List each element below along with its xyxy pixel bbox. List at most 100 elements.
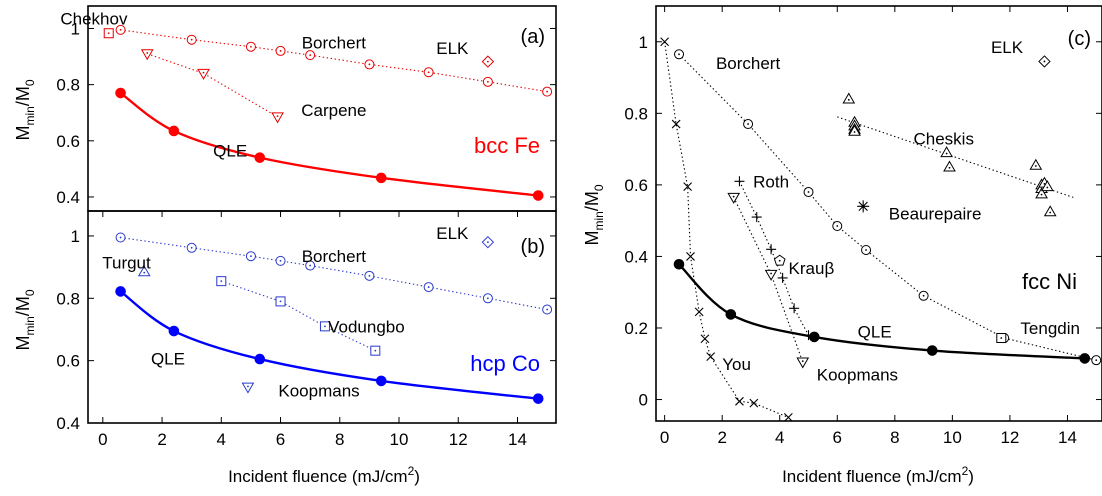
panel-b-borchert-point [423,282,434,293]
panel-c-cheskis-line [837,116,1074,198]
panel-c-cheskis-point [1029,158,1043,170]
panel-c-letter: (c) [1068,28,1091,50]
panel-c-cheskis-point [848,124,861,136]
panel-b-frame [87,210,557,424]
y-axis-label-ab-bottom: Mmin/M0 [13,289,37,350]
panel-a-carpene-line [147,53,278,118]
panel-c-you-point [660,37,670,47]
panel-b-xtick-label: 10 [390,430,409,449]
panel-a: 0.40.60.81 QLEBorchertCarpeneChekhovELK … [56,5,557,212]
panel-b-koopmans-point [241,382,255,394]
panel-b-borchert-point [482,293,493,304]
panel-c-you-point [694,307,704,317]
panel-b-ytick-label: 0.4 [56,414,80,433]
panel-c-beaurepaire-point [857,200,870,213]
panel-b-borchert-point [275,255,286,266]
panel-b-ytick-label: 0.6 [56,352,80,371]
panel-c-you-point [735,396,744,406]
panel-c-xtick-label: 0 [660,428,669,447]
panel-c-cheskis-point [940,146,953,158]
panel-c-koopmans-point [796,357,810,369]
panel-c-cheskis-point [943,160,956,172]
panel-c: 00.20.40.60.810 2 4 6 8 10 12 14 QLEBorchertYou… [624,5,1102,447]
panel-c-cheskis-point [1040,180,1054,192]
panel-c-beaurepaire-label: Beaurepaire [889,205,982,224]
panel-b-borchert-point [115,232,126,243]
panel-a-qle-point [375,172,387,184]
x-axis-label-ab: Incident fluence (mJ/cm2) [228,464,420,486]
panel-a-elk-label: ELK [436,39,469,58]
panel-b-borchert-point [245,251,256,262]
panel-b-vodungbo-point [370,345,381,356]
panel-b-qle-point [254,353,266,365]
panel-b-borchert-point [364,270,375,281]
panel-a-borchert-point [305,50,316,61]
panel-a-ytick-label: 0.4 [56,188,80,207]
panel-c-borchert-label: Borchert [716,54,781,73]
panel-c-roth-point [734,176,745,187]
y-axis-label-ab-top: Mmin/M0 [13,79,37,140]
panel-b-turgut-point [137,265,151,277]
panel-c-roth-label: Roth [753,172,789,191]
svg-text:Mmin/M0: Mmin/M0 [13,79,37,140]
panel-a-borchert-point [186,34,197,45]
panel-c-qle-point [725,309,737,320]
panel-b-qle-point [115,286,126,297]
panel-c-krau-label: Krauβ [789,259,835,278]
panel-c-xtick-label: 12 [1000,428,1019,447]
panel-b-vodungbo-label: Vodungbo [328,317,405,336]
panel-c-cheskis-point [1043,205,1057,217]
panel-c-ytick-label: 1 [639,33,648,52]
panel-c-roth-point [803,330,814,341]
panel-a-ytick-label: 0.6 [56,132,80,151]
panel-c-ytick-label: 0.8 [624,104,648,123]
panel-c-cheskis-point [842,92,856,104]
panel-c-ticks: 00.20.40.60.810 2 4 6 8 10 12 14 [624,6,1102,447]
panel-c-ytick-label: 0.6 [624,176,648,195]
panel-c-borchert-point [861,244,872,255]
panel-b-material: hcp Co [470,351,540,376]
panel-a-borchert-point [275,45,286,56]
panel-a-labels: QLE Borchert Carpene Chekhov ELK [60,10,469,161]
panel-c-you-label: You [722,355,751,374]
panel-a-borchert-point [423,67,434,78]
panel-a-qle-label: QLE [213,142,247,161]
panel-c-elk-label: ELK [991,38,1024,57]
panel-a-ticks: 0.4 0.6 0.8 1 [56,19,556,207]
panel-c-qle-point [926,345,938,356]
panel-c-tengdin-point [996,333,1007,343]
svg-text:Mmin/M0: Mmin/M0 [13,289,37,350]
panel-c-qle-label: QLE [858,323,892,342]
panel-b-borchert-point [305,260,316,271]
panel-a-borchert-point [364,59,375,70]
panel-a-ytick-label: 1 [71,19,80,38]
panel-c-you-point [783,413,793,421]
panel-a-qle-point [254,152,266,163]
panel-a-letter: (a) [521,26,545,48]
panel-c-you-point [683,182,693,192]
panel-b-borchert-point [186,242,197,253]
panel-c-borchert-point [743,119,754,130]
panel-a-elk-point [481,55,495,68]
panel-b-xtick-label: 4 [217,430,226,449]
panel-b-qle-point [375,375,387,387]
y-axis-label-c: Mmin/M0 [582,184,606,245]
panel-a-qle-point [532,190,544,201]
panel-c-borchert-line [678,53,1097,361]
svg-text:Incident fluence (mJ/cm2): Incident fluence (mJ/cm2) [228,464,420,486]
panel-c-borchert-point [674,49,685,60]
svg-text:Incident fluence (mJ/cm2): Incident fluence (mJ/cm2) [782,464,974,486]
panel-c-qle-point [673,259,685,270]
panel-b-vodungbo-line [221,280,376,352]
panel-c-you-point [749,398,759,408]
panel-c-xtick-label: 14 [1058,428,1077,447]
panel-c-roth-point [789,303,800,314]
panel-c-xtick-label: 8 [890,428,899,447]
panel-c-xtick-label: 4 [775,428,784,447]
panel-b-elk-point [481,235,495,249]
panel-c-koopmans-label: Koopmans [817,365,898,384]
panel-a-material: bcc Fe [474,133,540,158]
panel-c-borchert-point [918,290,929,301]
panel-b-xtick-label: 14 [508,430,527,449]
